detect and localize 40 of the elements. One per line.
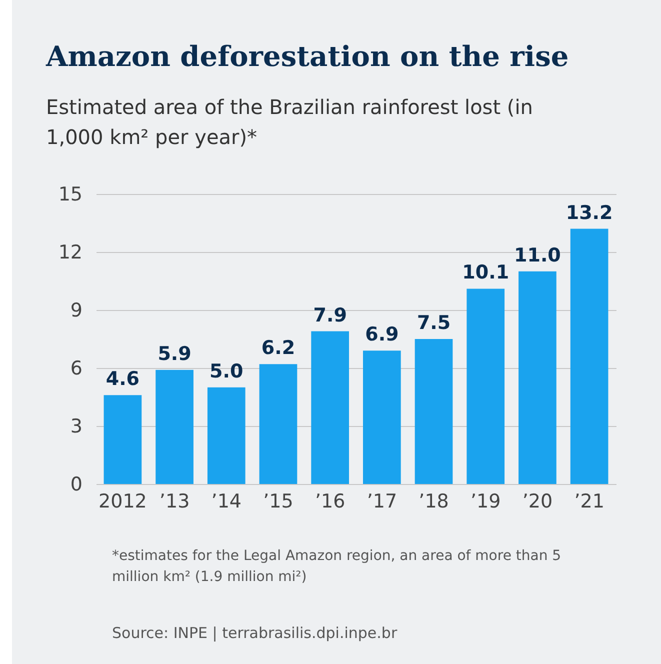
- y-tick-label: 15: [58, 184, 82, 206]
- x-tick-label: 2012: [98, 490, 147, 512]
- data-label: 7.5: [416, 312, 451, 334]
- data-label: 4.6: [106, 368, 140, 390]
- chart-subtitle: Estimated area of the Brazilian rainforest lost (in 1,000 km² per year)*: [46, 94, 534, 151]
- x-tick-label: ’15: [263, 490, 294, 512]
- bar: [311, 331, 349, 484]
- bar: [104, 395, 142, 484]
- source-note: Source: INPE | terrabrasilis.dpi.inpe.br: [112, 624, 398, 642]
- data-label: 5.0: [210, 360, 244, 382]
- y-tick-label: 6: [70, 358, 82, 380]
- chart-title: Amazon deforestation on the rise: [46, 40, 569, 73]
- data-label: 5.9: [158, 342, 192, 365]
- x-tick-label: ’17: [366, 490, 398, 512]
- data-label: 6.9: [365, 324, 399, 346]
- x-tick-label: ’14: [211, 490, 242, 512]
- x-tick-label: ’16: [314, 490, 346, 512]
- data-label: 11.0: [514, 244, 561, 266]
- x-tick-label: ’18: [418, 490, 449, 512]
- x-tick-label: ’13: [159, 490, 190, 512]
- x-tick-label: ’21: [574, 490, 604, 512]
- bar: [518, 271, 556, 484]
- bar: [570, 228, 608, 484]
- text: *estimates for the Legal Amazon region, an area of more than 5 million km² (1.9 million mi²): [112, 547, 562, 587]
- bar: [466, 288, 505, 484]
- bar: [414, 339, 453, 484]
- y-tick-label: 9: [70, 300, 82, 322]
- y-tick-label: 12: [58, 242, 82, 264]
- bar: [363, 350, 401, 484]
- data-label: 13.2: [566, 202, 613, 224]
- y-tick-label: 0: [70, 474, 82, 496]
- y-tick-label: 3: [70, 416, 82, 438]
- x-tick-label: ’19: [470, 490, 501, 512]
- data-label: 7.9: [313, 304, 347, 326]
- data-label: 6.2: [261, 337, 296, 360]
- bar: [156, 370, 194, 484]
- bar: [259, 364, 298, 484]
- data-label: 10.1: [462, 262, 510, 284]
- bar: [207, 387, 246, 484]
- x-tick-label: ’20: [522, 490, 553, 512]
